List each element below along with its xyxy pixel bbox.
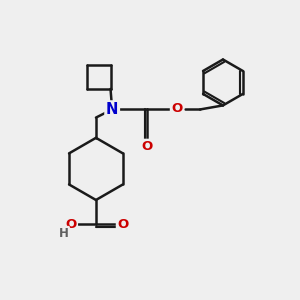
Text: H: H [58, 227, 68, 240]
Text: O: O [142, 140, 153, 153]
Text: O: O [65, 218, 76, 231]
Text: O: O [171, 102, 183, 116]
Text: O: O [117, 218, 129, 231]
Text: N: N [106, 102, 118, 117]
